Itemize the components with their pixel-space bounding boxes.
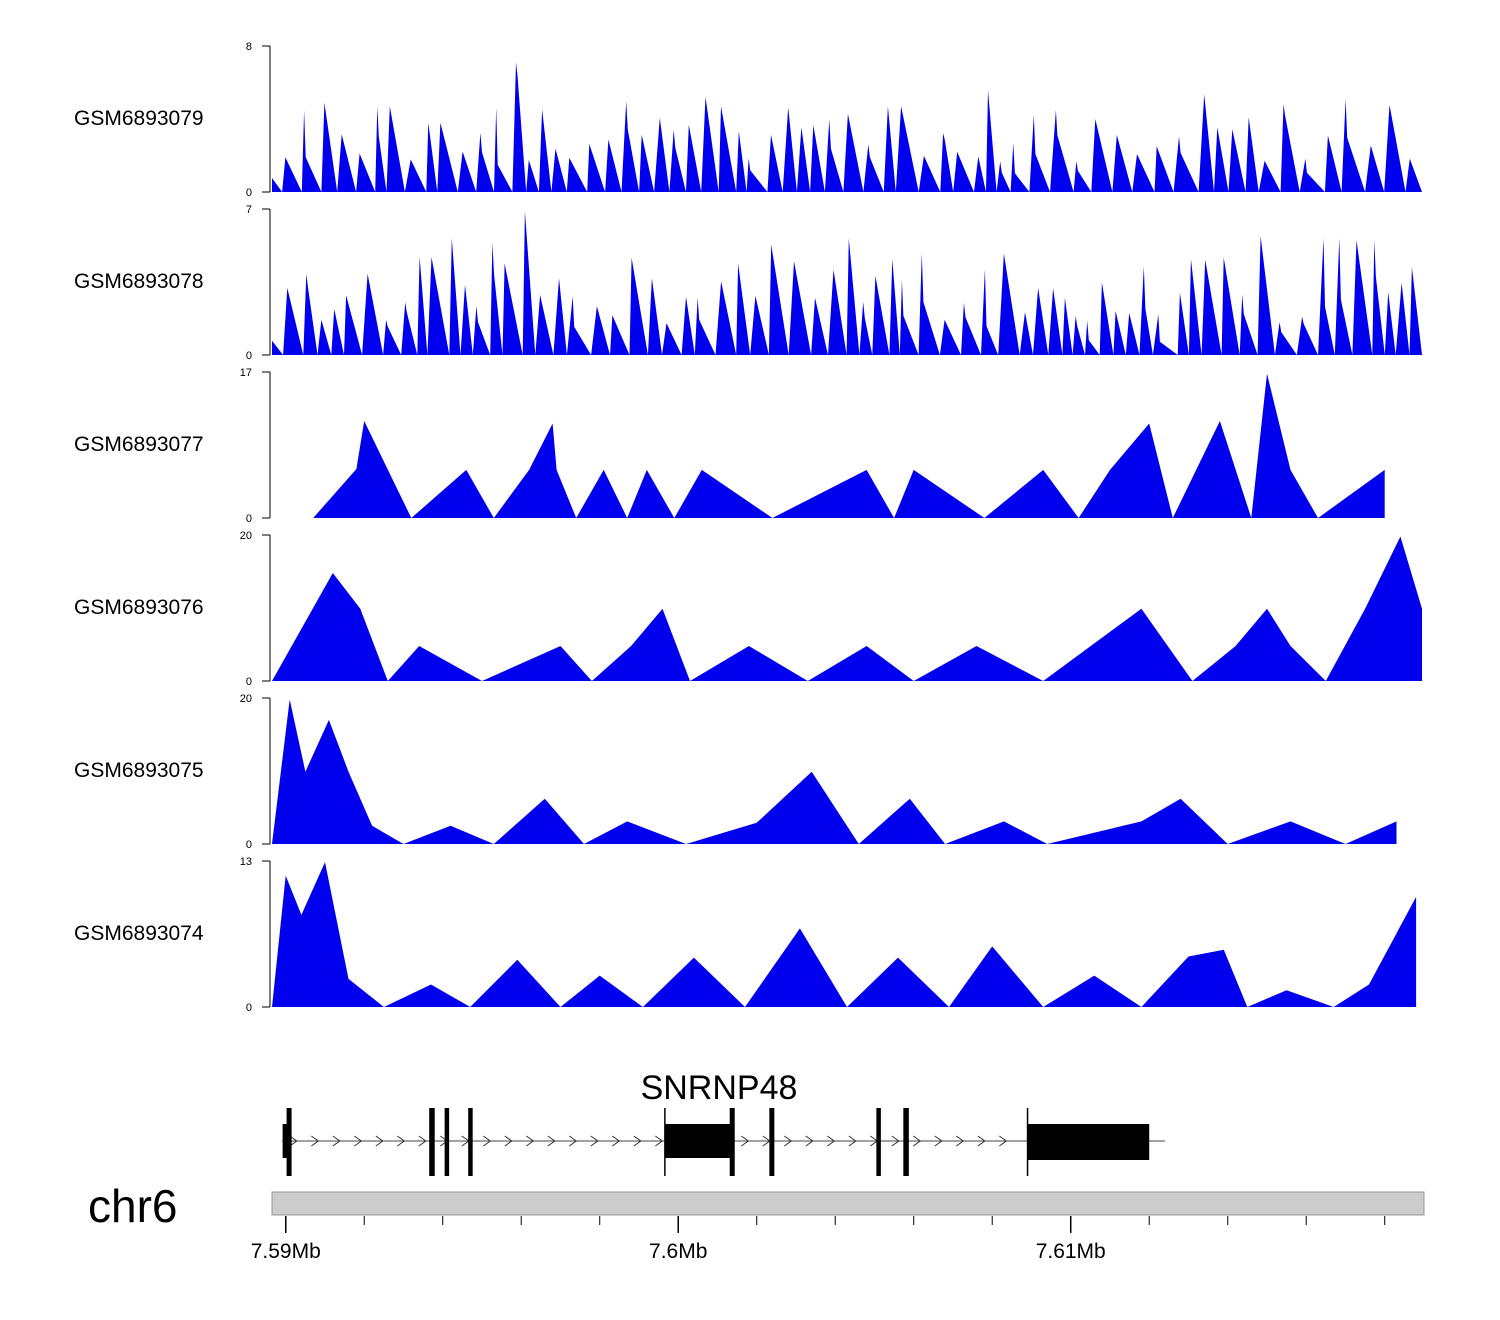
coverage-area-GSM6893075 <box>272 699 1397 844</box>
strand-arrow <box>483 1135 492 1147</box>
strand-arrow <box>418 1135 427 1147</box>
exon <box>429 1108 435 1176</box>
strand-arrow <box>913 1135 922 1147</box>
track-label: GSM6893074 <box>74 922 204 945</box>
strand-arrow <box>848 1135 857 1147</box>
genomic-axis: 7.59Mb 7.6Mb 7.61Mb <box>251 1216 1386 1263</box>
track-label: GSM6893075 <box>74 759 204 782</box>
track-GSM6893077: 17 0 GSM6893077 <box>74 367 1385 525</box>
strand-arrow <box>934 1135 943 1147</box>
strand-arrow <box>354 1135 363 1147</box>
strand-arrow <box>547 1135 556 1147</box>
y-tick-label-min: 0 <box>246 350 252 362</box>
exon <box>769 1108 775 1176</box>
coverage-area-GSM6893074 <box>272 862 1417 1007</box>
exon <box>876 1108 881 1176</box>
strand-arrow <box>311 1135 320 1147</box>
chromosome-label: chr6 <box>88 1180 177 1232</box>
exon <box>444 1108 450 1176</box>
x-tick-label: 7.6Mb <box>649 1240 707 1263</box>
y-tick-label-min: 0 <box>246 513 252 525</box>
strand-arrow <box>397 1135 406 1147</box>
coverage-area-GSM6893078 <box>272 211 1422 355</box>
strand-arrow <box>569 1135 578 1147</box>
chromosome-bar <box>271 1191 1425 1216</box>
gene-name-label: SNRNP48 <box>641 1069 798 1107</box>
strand-arrow <box>289 1135 298 1147</box>
track-GSM6893075: 20 0 GSM6893075 <box>74 693 1397 851</box>
strand-arrow <box>891 1135 900 1147</box>
coverage-tracks: 8 0 GSM6893079 7 0 GSM6893078 17 0 GSM6893077 20 0… <box>74 41 1422 1014</box>
track-label: GSM6893077 <box>74 433 204 456</box>
strand-arrow <box>526 1135 535 1147</box>
strand-arrow <box>977 1135 986 1147</box>
x-tick-label: 7.61Mb <box>1036 1240 1106 1263</box>
track-GSM6893078: 7 0 GSM6893078 <box>74 204 1422 362</box>
y-tick-label-max: 13 <box>240 856 252 868</box>
y-tick-label-min: 0 <box>246 1002 252 1014</box>
exon <box>664 1124 732 1158</box>
chromosome-ideogram: chr6 <box>88 1180 1425 1232</box>
strand-arrow <box>375 1135 384 1147</box>
exon <box>282 1124 288 1158</box>
track-GSM6893074: 13 0 GSM6893074 <box>74 856 1417 1014</box>
coverage-area-GSM6893077 <box>313 373 1385 518</box>
exon <box>903 1108 909 1176</box>
exon <box>1027 1124 1150 1160</box>
y-tick-label-max: 8 <box>246 41 252 53</box>
strand-arrow <box>827 1135 836 1147</box>
strand-arrow <box>332 1135 341 1147</box>
track-label: GSM6893078 <box>74 270 204 293</box>
track-GSM6893079: 8 0 GSM6893079 <box>74 41 1422 199</box>
y-tick-label-min: 0 <box>246 187 252 199</box>
y-tick-label-max: 17 <box>240 367 252 379</box>
y-tick-label-max: 20 <box>240 693 252 705</box>
strand-arrow <box>633 1135 642 1147</box>
y-tick-label-min: 0 <box>246 676 252 688</box>
strand-arrow <box>612 1135 621 1147</box>
strand-arrow <box>504 1135 513 1147</box>
exon <box>468 1108 473 1176</box>
y-tick-label-max: 7 <box>246 204 252 216</box>
exon <box>729 1108 735 1176</box>
y-tick-label-max: 20 <box>240 530 252 542</box>
track-GSM6893076: 20 0 GSM6893076 <box>74 530 1422 688</box>
strand-arrow <box>805 1135 814 1147</box>
track-label: GSM6893079 <box>74 107 204 130</box>
strand-arrow <box>590 1135 599 1147</box>
gene-model-track: SNRNP48 <box>281 1069 1165 1176</box>
strand-arrow <box>784 1135 793 1147</box>
y-tick-label-min: 0 <box>246 839 252 851</box>
track-label: GSM6893076 <box>74 596 204 619</box>
strand-arrow <box>741 1135 750 1147</box>
coverage-area-GSM6893076 <box>272 536 1422 681</box>
x-tick-label: 7.59Mb <box>251 1240 321 1263</box>
exon <box>286 1108 292 1176</box>
strand-arrow <box>999 1135 1008 1147</box>
strand-arrow <box>655 1135 664 1147</box>
coverage-area-GSM6893079 <box>272 62 1422 193</box>
strand-arrow <box>956 1135 965 1147</box>
